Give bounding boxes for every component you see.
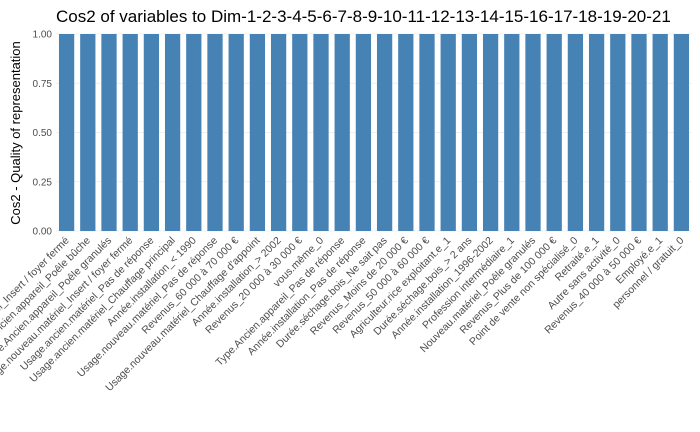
bar (228, 34, 244, 231)
y-tick-label: 0.50 (33, 128, 53, 139)
y-tick-label: 1.00 (33, 30, 53, 41)
bar (334, 34, 350, 231)
bar (122, 34, 138, 231)
x-axis-ticks: Usage.ancien.matériel_Insert / foyer fer… (0, 235, 687, 394)
bar (567, 34, 584, 231)
bar (440, 34, 456, 231)
bar (292, 34, 308, 231)
y-tick-label: 0.00 (33, 227, 53, 238)
bar (207, 34, 223, 231)
bar (355, 34, 372, 231)
bar (610, 34, 626, 231)
bar (419, 34, 435, 231)
bar (461, 34, 478, 231)
bar (673, 34, 690, 231)
bar (525, 34, 541, 231)
bar (186, 34, 202, 231)
bar (652, 34, 668, 231)
bar (270, 34, 287, 231)
bar (313, 34, 329, 231)
bar (546, 34, 562, 231)
y-tick-label: 0.75 (33, 79, 53, 90)
y-axis-label: Cos2 - Quality of representation (8, 41, 23, 225)
bar (588, 34, 605, 231)
bar (504, 34, 520, 231)
bar (398, 34, 414, 231)
bar (143, 34, 160, 231)
bar (631, 34, 647, 231)
bar (482, 34, 499, 231)
bar (376, 34, 393, 231)
y-axis-ticks: 0.00 0.25 0.50 0.75 1.00 (33, 30, 53, 238)
bar (101, 34, 117, 231)
bars (58, 34, 690, 231)
bar (164, 34, 181, 231)
bar (249, 34, 266, 231)
chart-title: Cos2 of variables to Dim-1-2-3-4-5-6-7-8… (56, 7, 671, 26)
bar (80, 34, 96, 231)
y-tick-label: 0.25 (33, 177, 53, 188)
bar (58, 34, 75, 231)
